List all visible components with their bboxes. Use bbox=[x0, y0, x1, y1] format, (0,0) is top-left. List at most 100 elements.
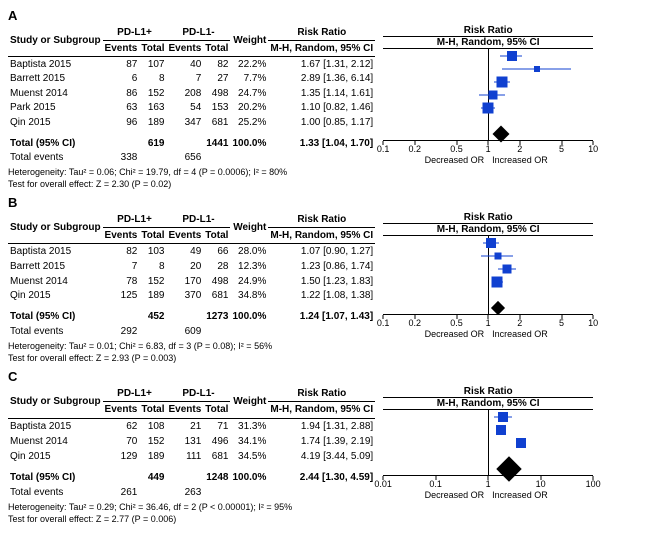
point-marker bbox=[483, 102, 494, 113]
col-rrci: M-H, Random, 95% CI bbox=[268, 227, 375, 243]
total-row: Total (95% CI)4491248100.0%2.44 [1.30, 4… bbox=[8, 470, 375, 485]
tick-label: 0.2 bbox=[409, 318, 422, 328]
cell-t1: 107 bbox=[139, 56, 166, 71]
cell-study: Qin 2015 bbox=[8, 115, 103, 130]
col-e1: Events bbox=[103, 227, 140, 243]
cell-e1: 70 bbox=[103, 434, 140, 449]
col-g1: PD-L1+ bbox=[103, 386, 167, 402]
cell-total-wt: 100.0% bbox=[230, 136, 268, 151]
table-row: Qin 201512518937068134.8%1.22 [1.08, 1.3… bbox=[8, 289, 375, 304]
col-g2: PD-L1- bbox=[167, 25, 231, 40]
col-t2: Total bbox=[203, 40, 230, 56]
cell-study: Barrett 2015 bbox=[8, 71, 103, 86]
col-t1: Total bbox=[139, 227, 166, 243]
cell-e2: 7 bbox=[167, 71, 204, 86]
cell-t1: 152 bbox=[139, 274, 166, 289]
cell-t2: 28 bbox=[203, 259, 230, 274]
table-row: Baptista 201587107408222.2%1.67 [1.31, 2… bbox=[8, 56, 375, 71]
cell-wt: 24.7% bbox=[230, 86, 268, 101]
cell-t1: 108 bbox=[139, 418, 166, 434]
ref-line bbox=[488, 236, 489, 314]
cell-t2: 498 bbox=[203, 274, 230, 289]
cell-te2: 263 bbox=[167, 485, 204, 500]
table-row: Muenst 20147815217049824.9%1.50 [1.23, 1… bbox=[8, 274, 375, 289]
cell-rr: 1.67 [1.31, 2.12] bbox=[268, 56, 375, 71]
plot-title: Risk Ratio bbox=[383, 386, 593, 398]
overall-test-note: Test for overall effect: Z = 2.93 (P = 0… bbox=[8, 353, 648, 363]
tick-label: 0.01 bbox=[374, 479, 392, 489]
cell-rr: 1.22 [1.08, 1.38] bbox=[268, 289, 375, 304]
cell-rr: 1.00 [0.85, 1.17] bbox=[268, 115, 375, 130]
tick-label: 10 bbox=[536, 479, 546, 489]
axis-label-inc: Increased OR bbox=[488, 329, 593, 339]
col-t1: Total bbox=[139, 402, 166, 418]
table-row: Muenst 20147015213149634.1%1.74 [1.39, 2… bbox=[8, 434, 375, 449]
total-diamond bbox=[491, 300, 505, 314]
cell-t1: 189 bbox=[139, 115, 166, 130]
forest-plot: Risk RatioM-H, Random, 95% CI0.10.20.512… bbox=[383, 212, 593, 339]
forest-panel-A: AStudy or SubgroupPD-L1+PD-L1-WeightRisk… bbox=[8, 8, 648, 189]
cell-study: Muenst 2014 bbox=[8, 274, 103, 289]
cell-total-label: Total (95% CI) bbox=[8, 470, 103, 485]
col-e2: Events bbox=[167, 40, 204, 56]
col-e2: Events bbox=[167, 227, 204, 243]
cell-e1: 129 bbox=[103, 449, 140, 464]
cell-e2: 54 bbox=[167, 101, 204, 116]
cell-wt: 34.1% bbox=[230, 434, 268, 449]
col-e1: Events bbox=[103, 402, 140, 418]
forest-plot: Risk RatioM-H, Random, 95% CI0.010.11101… bbox=[383, 386, 593, 500]
tick-label: 0.1 bbox=[377, 318, 390, 328]
panel-label: A bbox=[8, 8, 648, 23]
table-row: Qin 20159618934768125.2%1.00 [0.85, 1.17… bbox=[8, 115, 375, 130]
col-e1: Events bbox=[103, 40, 140, 56]
overall-test-note: Test for overall effect: Z = 2.30 (P = 0… bbox=[8, 179, 648, 189]
cell-total-wt: 100.0% bbox=[230, 470, 268, 485]
table-row: Baptista 201562108217131.3%1.94 [1.31, 2… bbox=[8, 418, 375, 434]
cell-total-t1: 619 bbox=[139, 136, 166, 151]
plot-title: Risk Ratio bbox=[383, 25, 593, 37]
tick-label: 2 bbox=[517, 144, 522, 154]
point-marker bbox=[534, 66, 540, 72]
forest-table: Study or SubgroupPD-L1+PD-L1-WeightRisk … bbox=[8, 386, 375, 500]
forest-table: Study or SubgroupPD-L1+PD-L1-WeightRisk … bbox=[8, 212, 375, 339]
cell-wt: 34.8% bbox=[230, 289, 268, 304]
cell-rr: 1.74 [1.39, 2.19] bbox=[268, 434, 375, 449]
cell-study: Baptista 2015 bbox=[8, 418, 103, 434]
col-rrci: M-H, Random, 95% CI bbox=[268, 402, 375, 418]
overall-test-note: Test for overall effect: Z = 2.77 (P = 0… bbox=[8, 514, 648, 524]
cell-e1: 87 bbox=[103, 56, 140, 71]
cell-e1: 62 bbox=[103, 418, 140, 434]
col-rr: Risk Ratio bbox=[268, 25, 375, 40]
tick-label: 5 bbox=[559, 144, 564, 154]
cell-t2: 496 bbox=[203, 434, 230, 449]
ref-line bbox=[488, 410, 489, 475]
cell-wt: 7.7% bbox=[230, 71, 268, 86]
cell-te2: 656 bbox=[167, 150, 204, 165]
cell-te1: 338 bbox=[103, 150, 140, 165]
cell-te-label: Total events bbox=[8, 150, 103, 165]
cell-e2: 111 bbox=[167, 449, 204, 464]
table-row: Muenst 20148615220849824.7%1.35 [1.14, 1… bbox=[8, 86, 375, 101]
axis-label-dec: Decreased OR bbox=[383, 155, 488, 165]
cell-rr: 1.07 [0.90, 1.27] bbox=[268, 244, 375, 259]
cell-wt: 20.2% bbox=[230, 101, 268, 116]
cell-rr: 1.35 [1.14, 1.61] bbox=[268, 86, 375, 101]
cell-study: Qin 2015 bbox=[8, 449, 103, 464]
point-marker bbox=[496, 425, 506, 435]
cell-te-label: Total events bbox=[8, 324, 103, 339]
col-study: Study or Subgroup bbox=[8, 386, 103, 418]
axis-label-inc: Increased OR bbox=[488, 155, 593, 165]
point-marker bbox=[496, 76, 507, 87]
table-row: Park 2015631635415320.2%1.10 [0.82, 1.46… bbox=[8, 101, 375, 116]
cell-t1: 189 bbox=[139, 289, 166, 304]
cell-wt: 28.0% bbox=[230, 244, 268, 259]
cell-total-t1: 452 bbox=[139, 309, 166, 324]
cell-t2: 71 bbox=[203, 418, 230, 434]
col-g2: PD-L1- bbox=[167, 212, 231, 227]
cell-total-t2: 1248 bbox=[203, 470, 230, 485]
col-study: Study or Subgroup bbox=[8, 25, 103, 56]
cell-total-t2: 1441 bbox=[203, 136, 230, 151]
point-marker bbox=[502, 264, 511, 273]
total-row: Total (95% CI)4521273100.0%1.24 [1.07, 1… bbox=[8, 309, 375, 324]
tick-label: 1 bbox=[486, 144, 491, 154]
